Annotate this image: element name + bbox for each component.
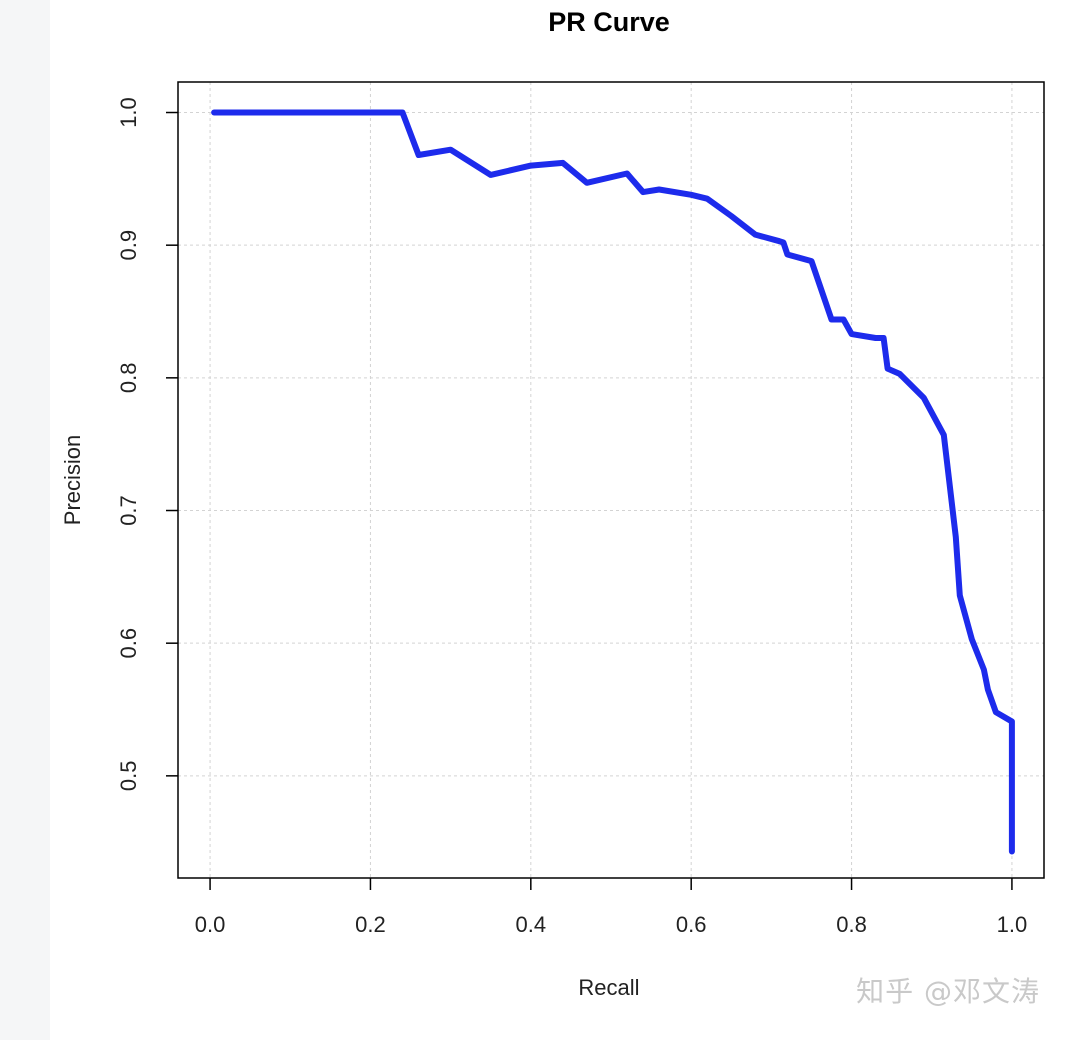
y-tick-label: 0.5 bbox=[116, 761, 141, 792]
y-tick-label: 0.6 bbox=[116, 628, 141, 659]
series-layer bbox=[211, 109, 1015, 855]
y-axis: 0.5 0.6 0.7 0.8 0.9 1.0 bbox=[116, 97, 178, 791]
y-tick-label: 0.8 bbox=[116, 363, 141, 394]
x-axis: 0.0 0.2 0.4 0.6 0.8 1.0 bbox=[195, 878, 1027, 937]
y-axis-label: Precision bbox=[60, 435, 85, 525]
watermark: 知乎 @邓文涛 bbox=[856, 975, 1040, 1008]
x-tick-label: 0.4 bbox=[516, 912, 547, 937]
pr-curve-chart: PR Curve 0.0 0.2 0.4 0.6 0.8 1.0 0.5 0.6 0.7 0.8… bbox=[60, 7, 1045, 1000]
chart-title: PR Curve bbox=[548, 7, 670, 37]
x-tick-label: 0.8 bbox=[836, 912, 867, 937]
chart: PR Curve 0.0 0.2 0.4 0.6 0.8 1.0 0.5 0.6 0.7 0.8… bbox=[50, 0, 1070, 1040]
x-tick-label: 0.0 bbox=[195, 912, 226, 937]
x-axis-label: Recall bbox=[578, 975, 639, 1000]
plot-frame bbox=[177, 81, 1045, 879]
pr-curve-line bbox=[211, 109, 1015, 855]
x-tick-label: 0.2 bbox=[355, 912, 386, 937]
x-tick-label: 1.0 bbox=[997, 912, 1028, 937]
y-tick-label: 0.9 bbox=[116, 230, 141, 261]
y-tick-label: 0.7 bbox=[116, 495, 141, 526]
y-tick-label: 1.0 bbox=[116, 97, 141, 128]
grid-lines bbox=[178, 82, 1044, 878]
x-tick-label: 0.6 bbox=[676, 912, 707, 937]
